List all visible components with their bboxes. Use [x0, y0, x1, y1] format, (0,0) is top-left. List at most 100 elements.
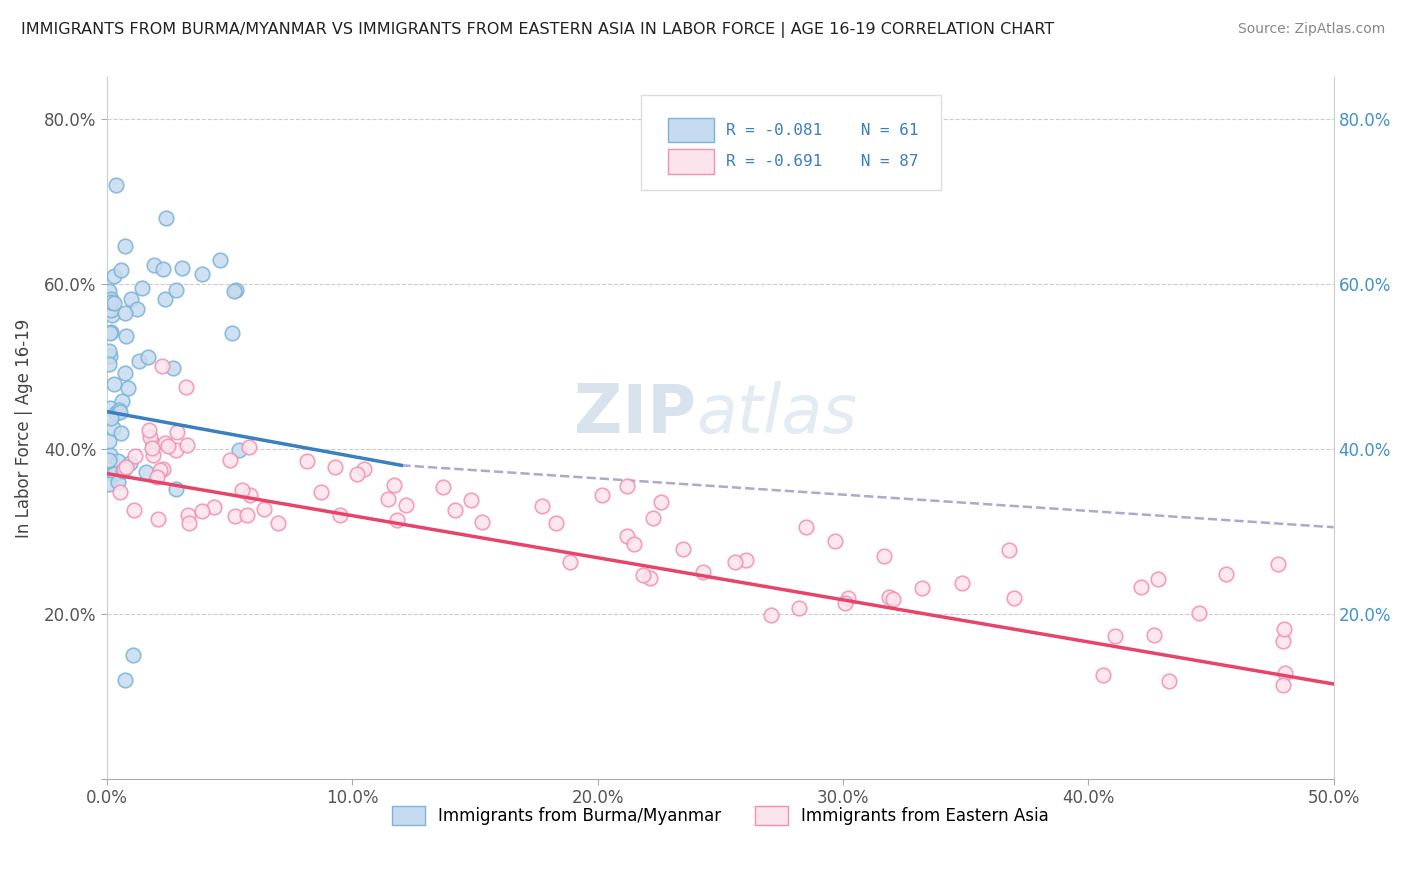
Point — [114, 328, 136, 343]
Bar — [668, 118, 714, 143]
Point — [108, 402, 131, 417]
Point — [179, 516, 201, 530]
Point — [208, 252, 231, 267]
Point — [224, 284, 246, 298]
Point — [114, 673, 136, 687]
Point — [138, 423, 160, 437]
Point — [100, 292, 122, 306]
Point — [100, 325, 122, 339]
Point — [1272, 678, 1295, 692]
Point — [150, 359, 173, 374]
Point — [1267, 557, 1289, 571]
Point — [98, 434, 121, 448]
Point — [110, 485, 132, 500]
Point — [1274, 666, 1296, 681]
Point — [239, 488, 262, 502]
Text: R = -0.081    N = 61: R = -0.081 N = 61 — [727, 122, 920, 137]
Point — [1104, 629, 1126, 643]
Point — [98, 349, 121, 363]
Point — [98, 476, 121, 491]
Point — [218, 452, 240, 467]
Point — [110, 426, 132, 441]
Point — [221, 326, 243, 341]
Text: ZIP: ZIP — [574, 381, 696, 447]
Point — [142, 448, 165, 462]
Point — [165, 443, 187, 458]
Point — [105, 178, 128, 192]
Point — [235, 508, 257, 522]
Point — [141, 437, 163, 451]
Point — [157, 439, 180, 453]
Point — [114, 238, 136, 252]
Point — [111, 464, 134, 478]
Point — [591, 488, 613, 502]
Point — [202, 500, 225, 514]
Point — [141, 441, 163, 455]
Point — [152, 462, 174, 476]
Point — [103, 377, 125, 392]
Point — [100, 302, 122, 317]
Point — [395, 498, 418, 512]
Point — [1272, 622, 1295, 636]
Point — [136, 350, 159, 364]
Point — [191, 268, 214, 282]
Point — [107, 454, 129, 468]
Point — [103, 467, 125, 482]
Point — [328, 508, 350, 523]
Point — [152, 262, 174, 277]
Point — [267, 516, 290, 530]
Point — [115, 459, 138, 474]
Point — [824, 533, 846, 548]
Text: Source: ZipAtlas.com: Source: ZipAtlas.com — [1237, 22, 1385, 37]
Point — [176, 380, 198, 394]
Point — [998, 543, 1021, 558]
Point — [444, 503, 467, 517]
Point — [110, 263, 132, 277]
Point — [104, 406, 127, 420]
Point — [225, 283, 247, 297]
Point — [385, 513, 408, 527]
Point — [111, 394, 134, 409]
Point — [146, 512, 169, 526]
Point — [253, 502, 276, 516]
Point — [120, 292, 142, 306]
Point — [170, 261, 193, 276]
Point — [911, 581, 934, 595]
Point — [176, 438, 198, 452]
Point — [166, 425, 188, 439]
Point — [128, 353, 150, 368]
Point — [377, 492, 399, 507]
Text: atlas: atlas — [696, 381, 856, 447]
Point — [117, 382, 139, 396]
Point — [135, 465, 157, 479]
Point — [631, 567, 654, 582]
Point — [131, 281, 153, 295]
Point — [950, 575, 973, 590]
Point — [228, 443, 250, 458]
Point — [153, 436, 176, 450]
Point — [162, 360, 184, 375]
Point — [155, 211, 177, 225]
Point — [297, 454, 319, 468]
Point — [882, 591, 904, 606]
Point — [873, 549, 896, 563]
Point — [139, 430, 162, 444]
Y-axis label: In Labor Force | Age 16-19: In Labor Force | Age 16-19 — [15, 318, 32, 538]
Point — [165, 482, 187, 496]
Point — [100, 411, 122, 425]
Point — [759, 608, 782, 623]
Point — [382, 478, 405, 492]
Point — [98, 285, 121, 299]
Point — [1129, 580, 1152, 594]
Point — [114, 306, 136, 320]
Point — [735, 553, 758, 567]
Point — [432, 480, 454, 494]
Point — [98, 401, 121, 416]
Point — [724, 555, 747, 569]
Point — [672, 542, 695, 557]
Point — [146, 470, 169, 484]
Legend: Immigrants from Burma/Myanmar, Immigrants from Eastern Asia: Immigrants from Burma/Myanmar, Immigrant… — [384, 797, 1057, 834]
Point — [1215, 566, 1237, 581]
Point — [834, 596, 856, 610]
Point — [124, 449, 146, 463]
